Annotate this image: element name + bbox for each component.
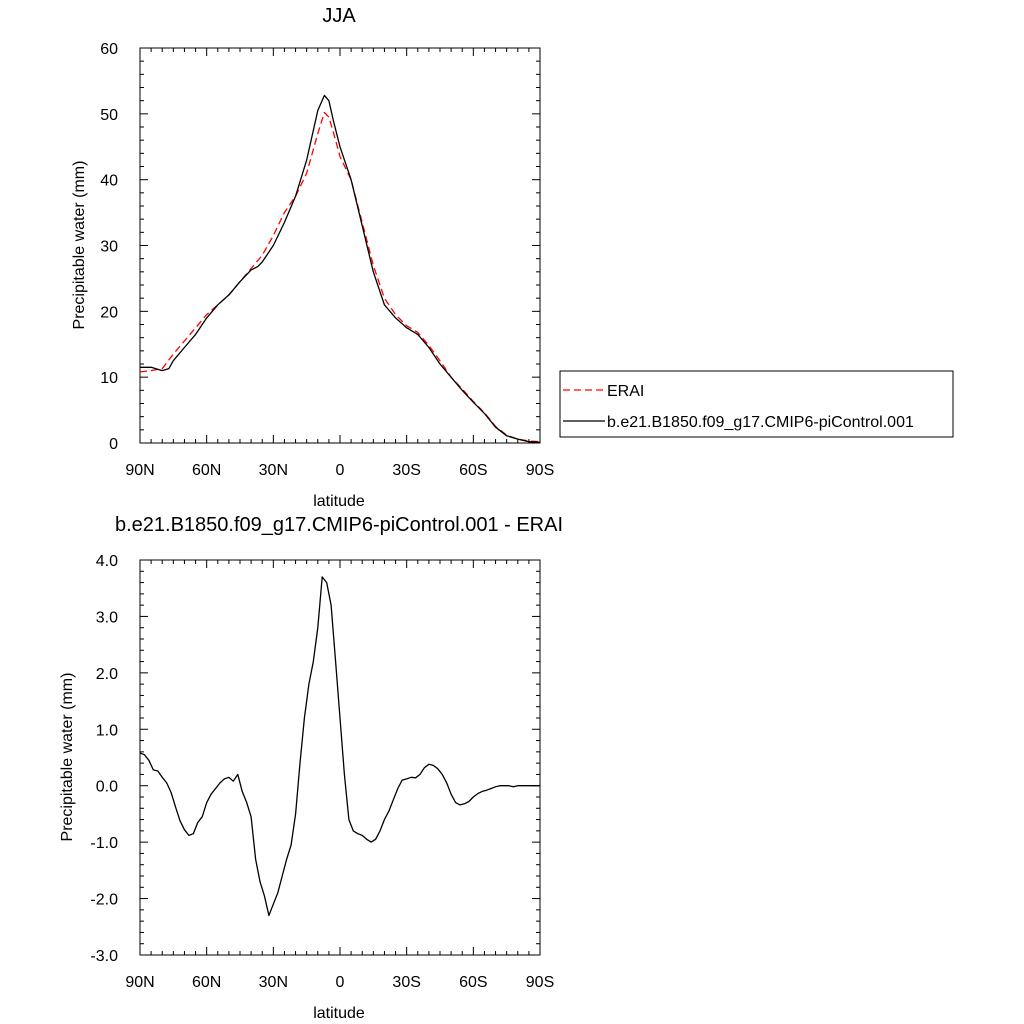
- x-tick-label: 0: [336, 462, 345, 479]
- legend: ERAI b.e21.B1850.f09_g17.CMIP6-piControl…: [559, 370, 954, 438]
- y-tick-label: -1.0: [90, 835, 118, 852]
- bottom-chart-title: b.e21.B1850.f09_g17.CMIP6-piControl.001 …: [115, 514, 563, 536]
- x-tick-label: 90N: [125, 974, 154, 991]
- y-tick-label: 3.0: [96, 609, 118, 626]
- y-tick-label: 20: [100, 304, 118, 321]
- x-tick-label: 60S: [459, 462, 487, 479]
- x-tick-label: 90N: [125, 462, 154, 479]
- x-tick-label: 60S: [459, 974, 487, 991]
- x-tick-label: 30S: [392, 462, 420, 479]
- y-tick-label: 50: [100, 107, 118, 124]
- y-tick-label: 60: [100, 41, 118, 58]
- y-tick-label: 2.0: [96, 666, 118, 683]
- top-chart-title: JJA: [322, 5, 356, 27]
- y-tick-label: 4.0: [96, 553, 118, 570]
- legend-label-erai: ERAI: [607, 383, 644, 400]
- top-chart: JJA 90N 60N 30N 0 30S 60S 90S 0 10 20 30 40 50 60 lat…: [71, 5, 554, 510]
- y-tick-label: -3.0: [90, 948, 118, 965]
- legend-box: [559, 370, 954, 438]
- top-chart-x-axis-label: latitude: [313, 493, 365, 510]
- y-tick-label: 0.0: [96, 779, 118, 796]
- x-tick-label: 0: [336, 974, 345, 991]
- x-tick-label: 90S: [526, 462, 554, 479]
- series-line-erai: [139, 111, 541, 443]
- bottom-chart-y-axis-label: Precipitable water (mm): [59, 673, 76, 842]
- y-tick-label: 30: [100, 239, 118, 256]
- y-tick-label: 0: [109, 436, 118, 453]
- top-chart-ticks: 90N 60N 30N 0 30S 60S 90S 0 10 20 30 40 50 60: [100, 41, 554, 479]
- series-line-b-e21-b1850-f09-g17-cmip6-picontrol-001: [140, 94, 541, 443]
- y-tick-label: 40: [100, 173, 118, 190]
- top-chart-plot-frame: [139, 47, 541, 444]
- x-tick-label: 90S: [526, 974, 554, 991]
- bottom-chart-series: [139, 576, 540, 917]
- top-chart-y-axis-label: Precipitable water (mm): [71, 161, 88, 330]
- y-tick-label: 1.0: [96, 722, 118, 739]
- series-line-difference: [139, 576, 540, 917]
- y-tick-label: -2.0: [90, 892, 118, 909]
- bottom-chart-plot-frame: [139, 559, 541, 956]
- bottom-chart: b.e21.B1850.f09_g17.CMIP6-piControl.001 …: [59, 514, 563, 1022]
- x-tick-label: 30N: [259, 462, 288, 479]
- x-tick-label: 60N: [192, 462, 221, 479]
- x-tick-label: 60N: [192, 974, 221, 991]
- y-tick-label: 10: [100, 370, 118, 387]
- bottom-chart-x-axis-label: latitude: [313, 1005, 365, 1022]
- legend-label-model: b.e21.B1850.f09_g17.CMIP6-piControl.001: [607, 414, 914, 431]
- bottom-chart-ticks: 90N 60N 30N 0 30S 60S 90S -3.0 -2.0 -1.0 0.0 1.0 2.0…: [90, 553, 554, 991]
- x-tick-label: 30S: [392, 974, 420, 991]
- x-tick-label: 30N: [259, 974, 288, 991]
- top-chart-series: [139, 94, 541, 443]
